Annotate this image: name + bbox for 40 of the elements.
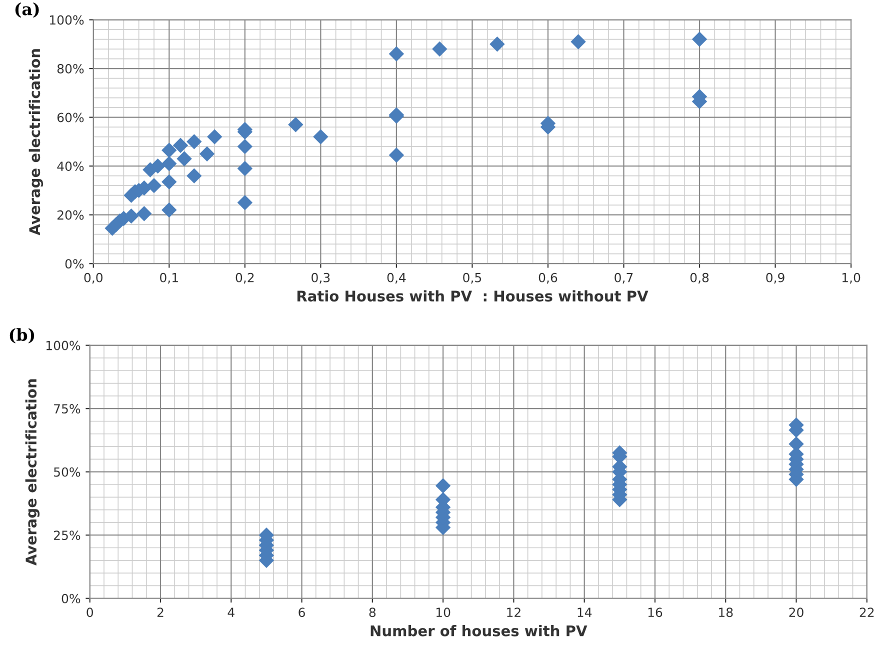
y-tick-label: 40% [57,162,84,171]
y-tick-label: 20% [57,210,84,220]
x-tick-label: 2 [157,608,164,617]
y-tick-label: 80% [57,64,84,74]
x-axis-title: Number of houses with PV [370,625,588,636]
chart-title: (a) [15,2,39,18]
x-tick-label: 18 [719,608,733,618]
x-tick-label: 10 [436,608,450,618]
x-tick-label: 16 [648,608,662,618]
x-tick-label: 14 [578,608,592,617]
x-tick-label: 0,3 [312,272,330,284]
x-tick-label: 0,0 [84,272,102,284]
y-axis-title: Average electrification [25,379,40,566]
y-tick-label: 0% [62,594,80,604]
x-tick-label: 12 [507,608,520,617]
x-tick-label: 0,8 [690,272,709,284]
x-tick-label: 0,9 [766,272,784,284]
x-tick-label: 0,1 [160,272,178,284]
x-axis-title: Ratio Houses with PV : Houses without PV [297,290,648,302]
y-tick-label: 60% [57,112,84,122]
x-tick-label: 20 [789,608,804,618]
y-tick-label: 75% [54,404,80,414]
y-axis-title: Average electrification [28,49,44,236]
x-tick-label: 6 [298,608,305,618]
x-tick-label: 0,5 [463,272,482,284]
y-tick-label: 100% [50,15,84,25]
y-tick-label: 0% [65,259,84,269]
y-tick-label: 25% [54,530,80,540]
y-tick-label: 50% [54,467,80,477]
x-tick-label: 0 [86,608,94,618]
x-tick-label: 22 [860,608,874,617]
y-tick-label: 100% [46,340,80,350]
x-tick-label: 4 [228,608,234,617]
x-tick-label: 0,2 [236,272,254,284]
x-tick-label: 8 [369,608,376,618]
x-tick-label: 0,6 [538,272,558,284]
chart-title: (b) [10,328,34,344]
x-tick-label: 1,0 [842,272,860,284]
x-tick-label: 0,4 [387,272,406,284]
x-tick-label: 0,7 [614,272,633,284]
